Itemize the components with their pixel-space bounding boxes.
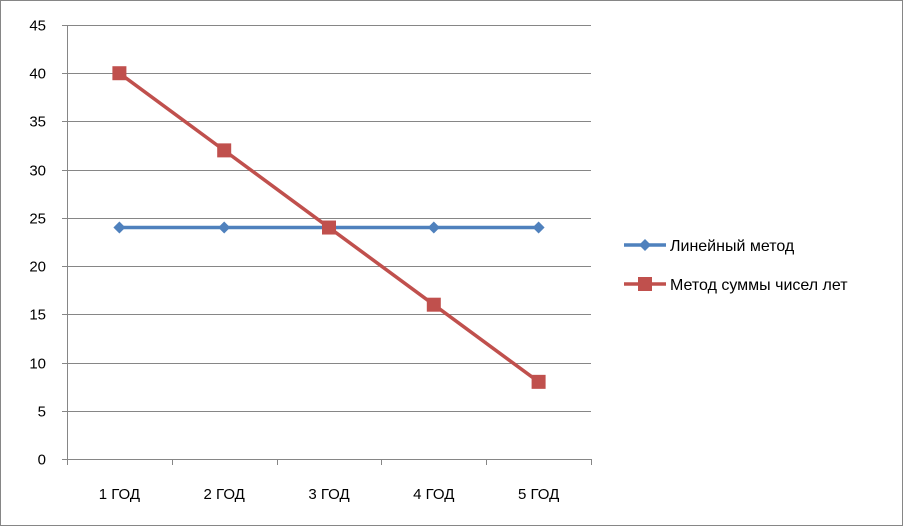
x-axis-tick-labels: 1 ГОД 2 ГОД 3 ГОД 4 ГОД 5 ГОД <box>99 486 559 503</box>
y-tick-label: 5 <box>38 404 46 421</box>
data-point <box>218 221 231 234</box>
legend-item: Метод суммы чисел лет <box>624 277 848 294</box>
axes <box>62 25 592 465</box>
legend-label: Метод суммы чисел лет <box>670 277 848 294</box>
y-tick-label: 35 <box>29 114 46 131</box>
series-2 <box>112 66 546 389</box>
y-axis-tick-labels: 0 5 10 15 20 25 30 35 40 45 <box>29 18 46 469</box>
x-tick-label: 2 ГОД <box>204 486 245 503</box>
legend-item: Линейный метод <box>624 238 795 255</box>
data-point <box>426 297 441 312</box>
data-point <box>531 374 546 389</box>
gridlines <box>67 25 591 412</box>
data-point <box>217 143 232 158</box>
data-point <box>113 221 126 234</box>
x-tick-label: 3 ГОД <box>308 486 349 503</box>
y-tick-label: 45 <box>29 18 46 35</box>
legend-label: Линейный метод <box>670 238 795 255</box>
y-tick-label: 40 <box>29 66 46 83</box>
series <box>112 66 546 389</box>
y-tick-label: 30 <box>29 163 46 180</box>
data-point <box>322 220 336 235</box>
y-tick-label: 10 <box>29 356 46 373</box>
x-tick-label: 4 ГОД <box>413 486 454 503</box>
data-point <box>532 221 545 234</box>
data-point <box>112 66 127 81</box>
y-tick-label: 15 <box>29 307 46 324</box>
y-tick-label: 0 <box>38 452 46 469</box>
legend: Линейный метод Метод суммы чисел лет <box>624 238 848 294</box>
data-point <box>427 221 440 234</box>
x-tick-label: 5 ГОД <box>518 486 559 503</box>
y-tick-label: 20 <box>29 259 46 276</box>
legend-marker <box>638 277 652 291</box>
legend-marker <box>639 239 651 251</box>
x-tick-label: 1 ГОД <box>99 486 140 503</box>
y-tick-label: 25 <box>29 211 46 228</box>
